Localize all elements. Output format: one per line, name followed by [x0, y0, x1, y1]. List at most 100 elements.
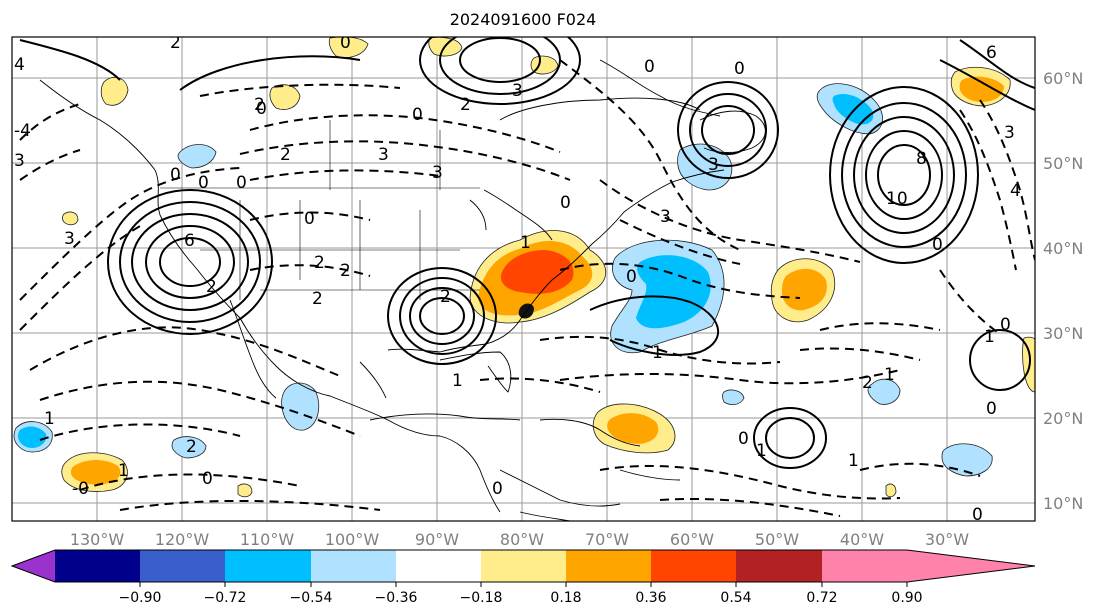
colorbar-tick-label: −0.18: [460, 590, 503, 606]
contour-label: 3: [660, 207, 671, 227]
latitude-label: 50°N: [1043, 154, 1083, 173]
colorbar-segment: [822, 550, 907, 582]
negative-anomaly-newfoundland: [677, 143, 733, 191]
map-border: [11, 36, 1036, 522]
contour-label: 2: [206, 277, 217, 297]
contour-label: 1: [118, 461, 129, 481]
contour-label: 3: [378, 145, 389, 165]
colorbar-over-extension: [907, 550, 1035, 582]
positive-anomaly-caribbean-core: [607, 413, 659, 444]
contour-label: 2: [340, 261, 351, 281]
contour-label: -0: [72, 479, 89, 499]
longitude-label: 130°W: [70, 530, 125, 549]
colorbar-under-extension: [12, 550, 55, 582]
positive-anomaly-northeast-core: [959, 76, 1004, 102]
contour-label: 0: [644, 57, 655, 77]
contour-label: 0: [1000, 315, 1011, 335]
contour-label: 1: [848, 451, 859, 471]
contour-label: 4: [1010, 181, 1021, 201]
contour-label: 2: [314, 253, 325, 273]
longitude-label: 50°W: [755, 530, 799, 549]
contour-label: 3: [432, 163, 443, 183]
map-title: 2024091600 F024: [450, 10, 597, 29]
positive-anomaly-small-1: [62, 211, 79, 226]
positive-anomaly-mid-atlantic-core: [782, 268, 827, 311]
positive-anomaly-small-3: [885, 483, 897, 498]
colorbar-segment: [566, 550, 651, 582]
colorbar-segment: [311, 550, 396, 582]
contour-label: -4: [14, 121, 31, 141]
contour-label: 6: [184, 231, 195, 251]
negative-anomaly-cape-verde: [867, 378, 901, 405]
negative-anomaly-mexico: [281, 382, 320, 431]
contour-label: 0: [304, 209, 315, 229]
state-borders: [160, 120, 480, 300]
latitude-labels: 60°N 50°N 40°N 30°N 20°N 10°N: [1043, 69, 1083, 513]
contour-label: 0: [170, 165, 181, 185]
contour-label: 0: [340, 33, 351, 53]
longitude-label: 40°W: [840, 530, 884, 549]
contour-label: 0: [198, 173, 209, 193]
colorbar-tick-label: 0.54: [720, 590, 751, 606]
contour-label: 0: [986, 399, 997, 419]
contour-label: 1: [984, 327, 995, 347]
colorbar-segment: [140, 550, 225, 582]
contour-label: 2: [254, 95, 265, 115]
colorbar-tick-label: 0.90: [891, 590, 922, 606]
contour-label: 2: [186, 437, 197, 457]
contour-label: 2: [440, 287, 451, 307]
latitude-label: 30°N: [1043, 324, 1083, 343]
coastlines: [39, 59, 766, 521]
longitude-label: 120°W: [155, 530, 210, 549]
colorbar-tick-label: 0.36: [635, 590, 666, 606]
colorbar-segment: [736, 550, 822, 582]
contour-label: 0: [738, 429, 749, 449]
positive-anomaly-pacific-core: [70, 460, 121, 485]
positive-anomaly-small-2: [237, 483, 253, 498]
contour-label: 0: [626, 267, 637, 287]
longitude-label: 30°W: [925, 530, 969, 549]
contour-label: 3: [512, 81, 523, 101]
longitude-labels: 130°W 120°W 110°W 100°W 90°W 80°W 70°W 6…: [70, 530, 969, 549]
negative-anomaly-east-pacific: [171, 436, 207, 459]
contour-label: 0: [256, 99, 267, 119]
contour-label: 8: [916, 149, 927, 169]
contour-label: 0: [734, 59, 745, 79]
contour-label: 3: [708, 155, 719, 175]
contours-solid: [19, 37, 1035, 469]
latitude-label: 10°N: [1043, 494, 1083, 513]
contours-dashed: [19, 59, 1035, 517]
longitude-label: 100°W: [325, 530, 380, 549]
contour-label: 1: [44, 409, 55, 429]
contour-label: 1: [884, 365, 895, 385]
latitude-label: 60°N: [1043, 69, 1083, 88]
contour-label: 3: [64, 229, 75, 249]
latitude-label: 40°N: [1043, 239, 1083, 258]
colorbar: −0.90 −0.72 −0.54 −0.36 −0.18 0.18 0.36 …: [10, 549, 1036, 606]
negative-anomaly-pacific-west-core: [18, 426, 47, 448]
negative-anomaly-small-1: [722, 389, 745, 406]
contour-label: 1: [452, 371, 463, 391]
contour-label: 4: [14, 55, 25, 75]
contour-label: 1: [652, 343, 663, 363]
colorbar-segment: [55, 550, 140, 582]
colorbar-segment: [396, 550, 481, 582]
longitude-label: 110°W: [240, 530, 295, 549]
contour-label: 3: [14, 151, 25, 171]
longitude-label: 80°W: [500, 530, 544, 549]
colorbar-segment: [481, 550, 566, 582]
contour-label: 3: [1004, 123, 1015, 143]
contour-label: 2: [312, 289, 323, 309]
contour-label: 2: [170, 33, 181, 53]
longitude-label: 60°W: [670, 530, 714, 549]
contour-label: 0: [412, 105, 423, 125]
contour-label: 10: [886, 189, 908, 209]
contour-label: 0: [560, 193, 571, 213]
colorbar-tick-label: −0.36: [375, 590, 418, 606]
longitude-label: 90°W: [415, 530, 459, 549]
colorbar-segment: [651, 550, 736, 582]
longitude-label: 70°W: [585, 530, 629, 549]
colorbar-tick-label: −0.90: [119, 590, 162, 606]
positive-anomaly-arctic-3: [530, 55, 559, 75]
